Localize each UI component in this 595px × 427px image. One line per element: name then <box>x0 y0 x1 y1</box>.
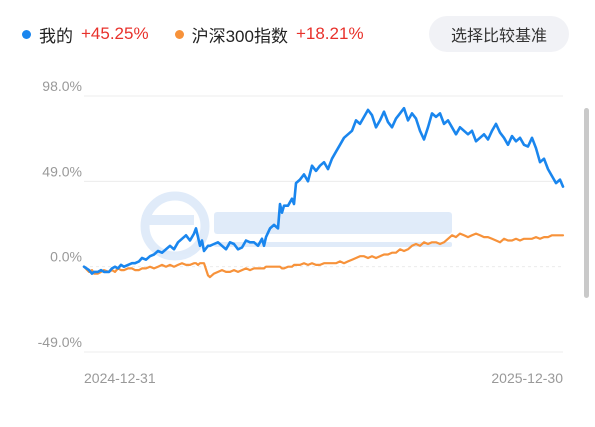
x-tick-label: 2024-12-31 <box>84 370 156 386</box>
series-dot-icon-csi300 <box>174 29 184 39</box>
y-tick-label: 0.0% <box>50 249 82 265</box>
series-line-my-portfolio <box>82 106 565 275</box>
legend-item-my-portfolio[interactable]: 我的 +45.25% <box>22 22 149 47</box>
y-tick-label: 98.0% <box>42 78 82 94</box>
watermark-logo <box>140 191 452 261</box>
legend-label-my-portfolio: 我的 <box>39 26 73 46</box>
legend-value-my-portfolio: +45.25% <box>81 24 149 43</box>
legend-value-csi300: +18.21% <box>295 24 364 43</box>
select-benchmark-button[interactable]: 选择比较基准 <box>429 16 569 52</box>
legend: 我的 +45.25% 沪深300指数 +18.21% <box>22 19 390 49</box>
series-line-csi300 <box>82 232 565 279</box>
series-dot-icon-my-portfolio <box>22 29 31 39</box>
y-tick-label: 49.0% <box>42 163 82 179</box>
legend-label-csi300: 沪深300指数 <box>191 26 288 46</box>
y-tick-label: -49.0% <box>38 334 82 350</box>
legend-item-csi300[interactable]: 沪深300指数 +18.21% <box>174 22 364 47</box>
scrollbar[interactable] <box>584 108 589 298</box>
x-tick-label: 2025-12-30 <box>491 370 563 386</box>
